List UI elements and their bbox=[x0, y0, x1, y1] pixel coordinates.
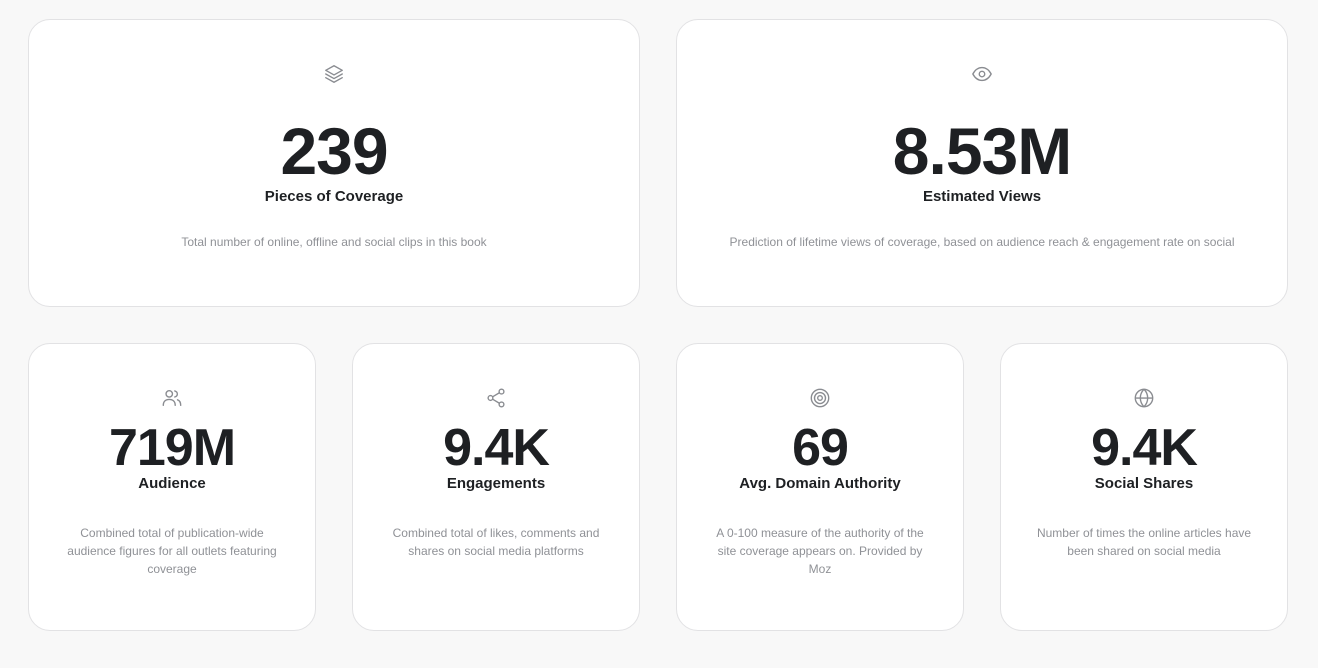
metric-description: Total number of online, offline and soci… bbox=[181, 235, 487, 249]
metric-label: Social Shares bbox=[1094, 475, 1194, 492]
metric-value: 8.53M bbox=[892, 114, 1072, 188]
metric-description: Number of times the online articles have… bbox=[1036, 526, 1252, 558]
share-icon bbox=[485, 387, 507, 409]
metric-description: Combined total of likes, comments and sh… bbox=[392, 526, 600, 558]
card-audience: 719M Audience Combined total of publicat… bbox=[28, 343, 316, 631]
metric-value: 9.4K bbox=[1091, 419, 1198, 477]
card-pieces-of-coverage: 239 Pieces of Coverage Total number of o… bbox=[28, 19, 640, 307]
card-engagements: 9.4K Engagements Combined total of likes… bbox=[352, 343, 640, 631]
eye-icon bbox=[971, 63, 993, 85]
card-estimated-views: 8.53M Estimated Views Prediction of life… bbox=[676, 19, 1288, 307]
metric-label: Engagements bbox=[446, 475, 546, 492]
metric-label: Avg. Domain Authority bbox=[739, 475, 901, 492]
metric-description: Prediction of lifetime views of coverage… bbox=[729, 235, 1235, 249]
metric-value: 719M bbox=[108, 419, 236, 477]
layers-icon bbox=[323, 63, 345, 85]
metric-label: Audience bbox=[138, 475, 206, 492]
metric-value: 9.4K bbox=[443, 419, 550, 477]
card-social-shares: 9.4K Social Shares Number of times the o… bbox=[1000, 343, 1288, 631]
globe-icon bbox=[1133, 387, 1155, 409]
metric-description: A 0-100 measure of the authority of the … bbox=[716, 526, 924, 576]
users-icon bbox=[161, 387, 183, 409]
metric-label: Estimated Views bbox=[922, 188, 1042, 205]
metric-description: Combined total of publication-wide audie… bbox=[67, 526, 277, 576]
card-avg-domain-authority: 69 Avg. Domain Authority A 0-100 measure… bbox=[676, 343, 964, 631]
metric-value: 239 bbox=[280, 114, 388, 188]
target-icon bbox=[809, 387, 831, 409]
metric-value: 69 bbox=[792, 419, 849, 477]
metric-label: Pieces of Coverage bbox=[264, 188, 404, 205]
